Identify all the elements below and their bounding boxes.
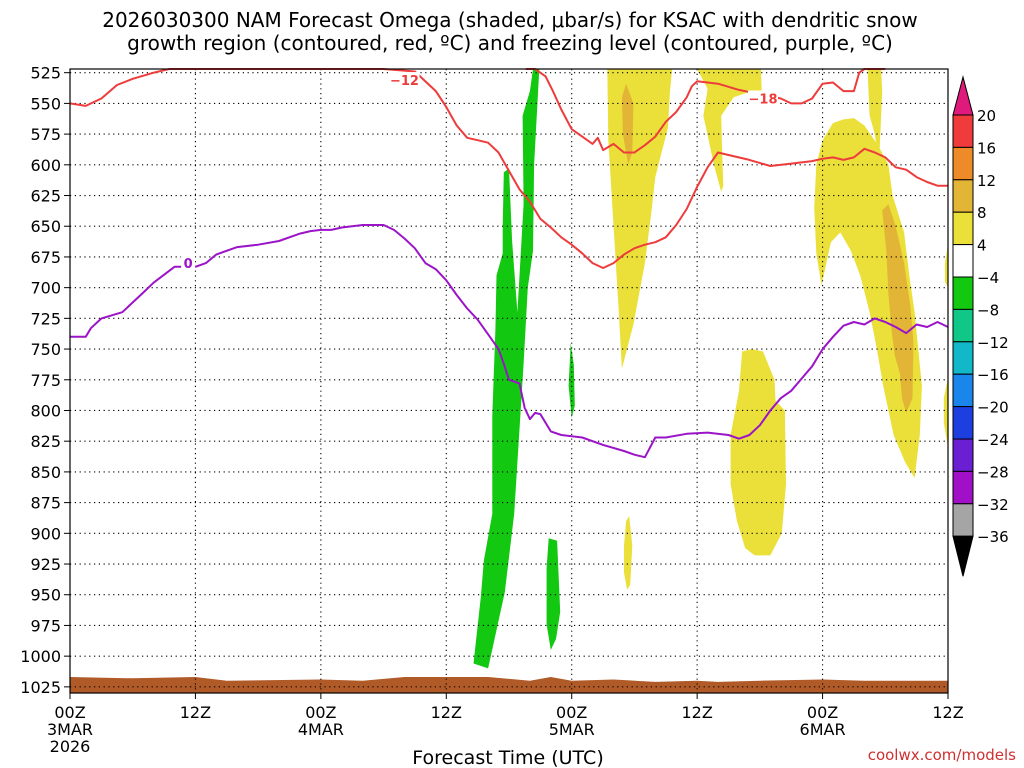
colorbar-tick-label: −28 xyxy=(977,463,1009,481)
plot-area: −12 −18 0 xyxy=(69,68,949,694)
colorbar-bin xyxy=(952,406,974,440)
omega-region-5 xyxy=(730,349,786,556)
y-tick-label: 750 xyxy=(30,340,61,359)
colorbar-tick-label: 12 xyxy=(977,172,996,190)
colorbar-bin xyxy=(952,373,974,408)
x-tick-label: 2026 xyxy=(50,737,91,756)
colorbar-bin xyxy=(952,114,974,148)
colorbar-bin xyxy=(952,276,974,310)
colorbar-bin xyxy=(952,179,974,213)
omega-region-8 xyxy=(624,516,633,590)
y-tick-label: 550 xyxy=(30,94,61,113)
y-tick-label: 900 xyxy=(30,524,61,543)
colorbar: 20 16 12 8 4 −4 −8 −12 −16 −20 −24 −28 −32 −36 xyxy=(952,75,1009,577)
y-tick-label: 575 xyxy=(30,125,61,144)
contour-label: 0 xyxy=(184,257,193,272)
credit-text: coolwx.com/models xyxy=(868,746,1016,764)
contour-line-2 xyxy=(70,224,949,459)
colorbar-tick-label: 8 xyxy=(977,204,987,222)
colorbar-tick-label: −16 xyxy=(977,366,1009,384)
colorbar-tick-label: −32 xyxy=(977,496,1009,514)
contour-label-bg xyxy=(747,90,778,106)
colorbar-tick-label: −24 xyxy=(977,431,1009,449)
y-tick-label: 825 xyxy=(30,432,61,451)
x-tick-label: 00Z xyxy=(807,703,838,722)
terrain-layer xyxy=(70,677,948,693)
colorbar-bin xyxy=(952,438,974,472)
contour-layer: −12 −18 0 xyxy=(69,68,949,459)
chart-title-line-2: growth region (contoured, red, ºC) and f… xyxy=(127,31,893,55)
chart-title-line-1: 2026030300 NAM Forecast Omega (shaded, μ… xyxy=(102,8,918,32)
y-tick-label: 800 xyxy=(30,401,61,420)
contour-label: −12 xyxy=(390,74,419,89)
x-tick-label: 00Z xyxy=(54,703,85,722)
omega-region-2 xyxy=(546,538,561,650)
contour-label-bg xyxy=(389,72,420,88)
x-tick-label: 00Z xyxy=(305,703,336,722)
x-axis-label: Forecast Time (UTC) xyxy=(412,747,603,768)
omega-region-6 xyxy=(814,118,922,478)
colorbar-tick-label: −20 xyxy=(977,399,1009,417)
x-tick-label: 4MAR xyxy=(298,720,344,739)
colorbar-bin xyxy=(952,146,974,181)
y-tick-label: 525 xyxy=(30,64,61,83)
x-tick-label: 12Z xyxy=(932,703,963,722)
omega-region-11 xyxy=(621,83,634,165)
colorbar-bin xyxy=(952,341,974,375)
y-tick-label: 700 xyxy=(30,279,61,298)
y-tick-label: 1025 xyxy=(20,678,61,697)
x-tick-label: 00Z xyxy=(556,703,587,722)
contour-line-1 xyxy=(525,68,886,154)
colorbar-tick-label: −4 xyxy=(977,269,999,287)
contour-label: −18 xyxy=(749,92,778,107)
y-tick-label: 775 xyxy=(30,371,61,390)
colorbar-bin xyxy=(952,503,974,537)
colorbar-bottom-arrow xyxy=(952,535,974,577)
y-tick-label: 925 xyxy=(30,555,61,574)
y-axis: 525 550 575 600 625 650 675 700 725 750 775 800 825 8… xyxy=(20,64,70,697)
x-tick-label: 3MAR xyxy=(47,720,93,739)
omega-region-12 xyxy=(882,204,914,413)
plot-frame xyxy=(69,68,949,694)
x-tick-label: 12Z xyxy=(681,703,712,722)
omega-region-10 xyxy=(944,244,948,288)
colorbar-bin xyxy=(952,470,974,505)
gridlines xyxy=(70,69,948,693)
y-tick-label: 625 xyxy=(30,187,61,206)
omega-region-3 xyxy=(607,69,673,369)
x-tick-label: 12Z xyxy=(180,703,211,722)
contour-label-bg xyxy=(181,255,196,271)
colorbar-tick-label: 16 xyxy=(977,139,996,157)
y-tick-label: 1000 xyxy=(20,647,61,666)
colorbar-top-arrow xyxy=(952,75,974,116)
terrain-band xyxy=(70,677,948,693)
colorbar-bin xyxy=(952,211,974,246)
y-tick-label: 950 xyxy=(30,586,61,605)
colorbar-tick-label: −12 xyxy=(977,334,1009,352)
y-tick-label: 875 xyxy=(30,494,61,513)
y-tick-label: 725 xyxy=(30,309,61,328)
omega-region-7 xyxy=(867,69,883,165)
colorbar-tick-label: 20 xyxy=(977,107,996,125)
y-tick-label: 600 xyxy=(30,156,61,175)
colorbar-tick-label: −36 xyxy=(977,528,1009,546)
x-tick-label: 6MAR xyxy=(800,720,846,739)
x-tick-label: 12Z xyxy=(431,703,462,722)
colorbar-bin xyxy=(952,244,974,278)
omega-region-1 xyxy=(568,342,575,418)
omega-region-9 xyxy=(943,377,948,448)
colorbar-tick-label: −8 xyxy=(977,301,999,319)
y-tick-label: 975 xyxy=(30,616,61,635)
x-tick-label: 5MAR xyxy=(549,720,595,739)
omega-region-4 xyxy=(697,69,762,192)
y-tick-label: 850 xyxy=(30,463,61,482)
colorbar-tick-label: 4 xyxy=(977,237,987,255)
colorbar-bin xyxy=(952,308,974,343)
y-tick-label: 650 xyxy=(30,217,61,236)
y-tick-label: 675 xyxy=(30,248,61,267)
